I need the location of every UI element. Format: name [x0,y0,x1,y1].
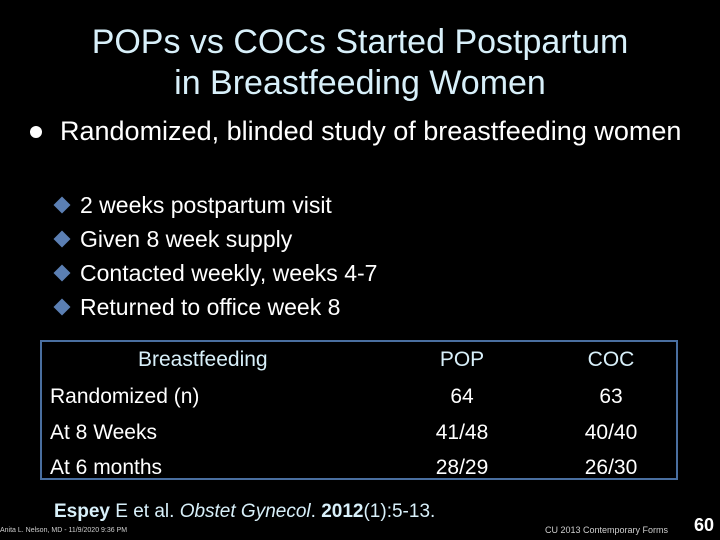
cell-6-months-pop: 28/29 [435,456,489,479]
table-header-pop: POP [439,348,485,371]
cell-8-weeks-coc: 40/40 [584,421,638,444]
citation-dot: . [310,501,322,522]
diamond-bullet-icon [53,264,71,282]
footer-course: CU 2013 Contemporary Forms [545,525,669,535]
row-label-randomized: Randomized (n) [50,385,200,408]
table-header-coc: COC [587,348,635,371]
page-number: 60 [694,515,715,535]
citation-authors-rest: E et al. [109,501,180,522]
bullet-dot-icon [30,126,42,138]
results-table: Breastfeeding POP COC Randomized (n) 64 … [40,340,678,480]
footer-author-date: Anita L. Nelson, MD - 11/9/2020 9:36 PM [0,527,128,534]
cell-8-weeks-pop: 41/48 [435,421,489,444]
title-line-1: POPs vs COCs Started Postpartum [91,23,629,61]
row-label-8-weeks: At 8 Weeks [50,421,157,444]
table-header-breastfeeding: Breastfeeding [138,348,268,371]
diamond-bullet-icon [53,298,71,316]
sub-bullet-text: 2 weeks postpartum visit [80,192,332,218]
row-label-6-months: At 6 months [50,456,163,479]
citation: Espey E et al. Obstet Gynecol. 2012(1):5… [54,500,435,524]
citation-pages: (1):5-13. [363,501,436,522]
sub-bullet-text: Given 8 week supply [80,226,293,252]
cell-6-months-coc: 26/30 [584,456,638,479]
slide-title: POPs vs COCs Started Postpartum in Breas… [0,22,720,104]
citation-author: Espey [54,501,110,522]
citation-year: 2012 [321,501,364,522]
diamond-bullet-icon [53,196,71,214]
main-bullet-text: Randomized, blinded study of breastfeedi… [60,116,682,146]
sub-bullet-text: Contacted weekly, weeks 4-7 [80,260,378,286]
cell-randomized-pop: 64 [450,385,474,408]
citation-journal: Obstet Gynecol [179,501,311,522]
cell-randomized-coc: 63 [599,385,623,408]
title-line-2: in Breastfeeding Women [174,64,546,102]
diamond-bullet-icon [53,230,71,248]
sub-bullet-text: Returned to office week 8 [80,294,341,320]
